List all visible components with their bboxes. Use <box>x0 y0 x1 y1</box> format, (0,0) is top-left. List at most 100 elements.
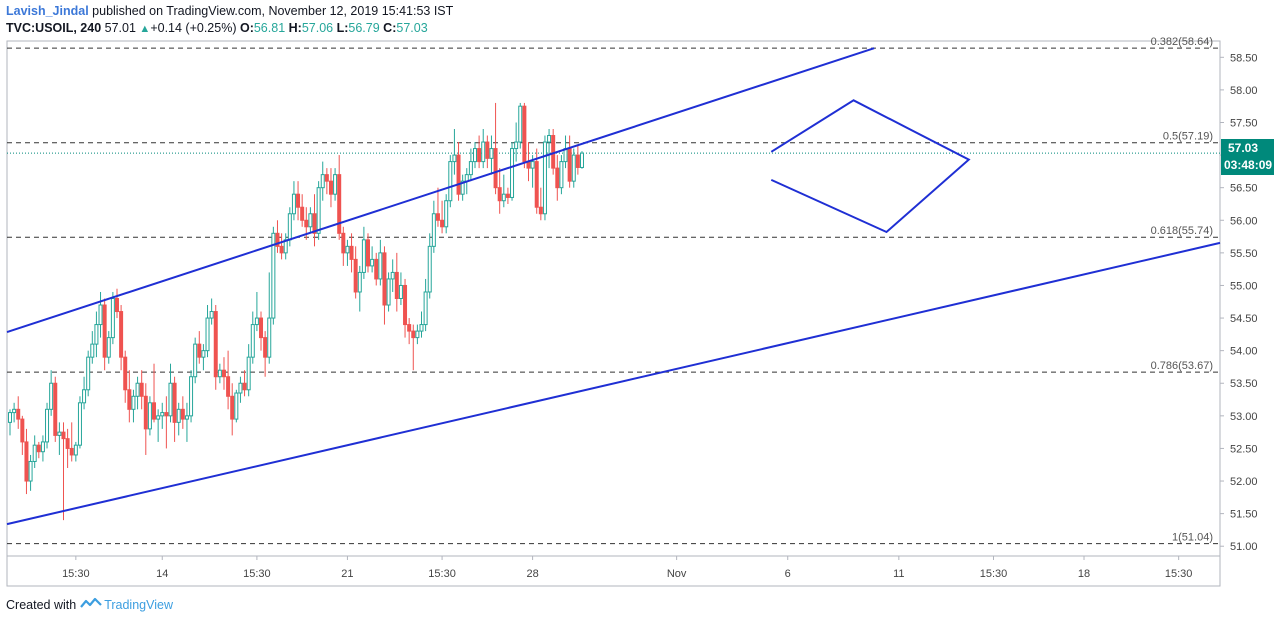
candle <box>308 207 313 234</box>
candle-body <box>152 402 157 420</box>
candle <box>390 259 395 292</box>
candle-body <box>337 174 342 234</box>
candle-body <box>69 447 74 456</box>
candle-body <box>209 311 214 319</box>
candle <box>518 102 523 149</box>
candle <box>73 441 78 462</box>
candle-body <box>114 298 119 313</box>
candle <box>213 305 218 390</box>
candle <box>172 376 177 442</box>
candle-body <box>139 382 144 397</box>
plot-frame <box>6 40 1221 587</box>
candle-body <box>230 395 235 420</box>
close-value: 57.03 <box>396 21 428 35</box>
candle-body <box>53 382 58 436</box>
candle-body <box>119 311 124 358</box>
candle-body <box>333 174 338 195</box>
candle-body <box>571 154 576 182</box>
candle <box>275 220 280 253</box>
time-tick-label: 15:30 <box>428 568 456 580</box>
candle <box>415 324 420 345</box>
price-tick-label: 53.50 <box>1230 378 1258 390</box>
candle <box>119 305 124 371</box>
candle <box>176 402 181 436</box>
candle <box>40 435 45 462</box>
candle-body <box>477 148 482 163</box>
candle <box>143 383 148 455</box>
high-value: 57.06 <box>301 21 334 35</box>
candle-body <box>271 232 276 319</box>
time-tick-label: 15:30 <box>980 568 1008 580</box>
candle-body <box>275 232 280 247</box>
candle-body <box>201 350 206 358</box>
price-badge: 57.03 03:48:09 <box>1221 139 1274 175</box>
candle-body <box>86 356 91 391</box>
candle <box>345 239 350 266</box>
trend-lines[interactable] <box>6 47 1221 526</box>
candle <box>205 305 210 358</box>
candle <box>349 233 354 273</box>
candle-body <box>403 284 408 326</box>
candle <box>575 145 580 175</box>
fib-retracement[interactable]: 0.382(58.64) 0.5(57.19) 0.618(55.74) 0.786(… <box>7 36 1220 545</box>
candle-body <box>238 382 243 394</box>
candles <box>8 102 584 521</box>
fib-level-label: 0.382(58.64) <box>1151 36 1213 48</box>
price-tick-label: 58.50 <box>1230 52 1258 64</box>
candle <box>341 226 346 266</box>
candle <box>423 278 428 332</box>
candle-body <box>324 174 329 182</box>
candle-body <box>127 389 132 410</box>
candle-body <box>456 154 461 195</box>
arrow-up-icon: ▲ <box>139 23 151 35</box>
candle <box>8 409 12 436</box>
candle <box>20 415 25 455</box>
price-tick-label: 51.00 <box>1230 541 1258 553</box>
candle <box>353 246 358 299</box>
candle <box>53 376 58 442</box>
candle <box>94 311 99 358</box>
publish-info: Lavish_Jindal published on TradingView.c… <box>6 4 453 18</box>
candle <box>559 155 564 195</box>
candle-body <box>423 291 428 326</box>
candle <box>320 161 325 201</box>
candle-body <box>90 343 95 358</box>
time-tick-label: 11 <box>893 568 904 580</box>
time-tick-label: 15:30 <box>62 568 90 580</box>
candle <box>370 246 375 273</box>
candle <box>514 122 519 162</box>
candle <box>201 344 206 371</box>
price-tick-label: 55.00 <box>1230 280 1258 292</box>
candle-body <box>242 382 247 391</box>
tradingview-link[interactable]: TradingView <box>104 597 173 612</box>
candle <box>382 246 387 325</box>
candle-body <box>501 193 506 202</box>
candle <box>209 298 214 325</box>
candle <box>300 194 305 227</box>
candle-body <box>73 444 78 456</box>
candle-body <box>164 412 169 417</box>
price-tick-label: 55.50 <box>1230 248 1258 260</box>
candle-body <box>168 382 173 417</box>
candle-body <box>489 148 494 159</box>
last-price: 57.01 <box>104 21 136 35</box>
channel-lower-line <box>6 241 1221 526</box>
time-axis[interactable]: 15:30 14 15:30 21 15:30 28 Nov 6 11 15:30 18 15:30 <box>62 556 1192 580</box>
candle <box>333 168 338 201</box>
candle-body <box>102 304 107 358</box>
fib-level-label: 0.618(55.74) <box>1151 225 1213 237</box>
price-axis[interactable]: 51.00 51.50 52.00 52.50 53.00 53.50 54.00 54.50… <box>1220 52 1258 553</box>
candle-body <box>28 460 33 482</box>
price-tick-label: 54.50 <box>1230 313 1258 325</box>
candle-body <box>505 193 510 198</box>
author-name[interactable]: Lavish_Jindal <box>6 4 89 18</box>
price-tick-label: 52.00 <box>1230 476 1258 488</box>
candle-body <box>370 258 375 267</box>
candle-body <box>94 324 99 345</box>
price-tick-label: 58.00 <box>1230 85 1258 97</box>
candle <box>61 422 66 521</box>
candle-body <box>57 431 62 436</box>
candle-body <box>559 161 564 189</box>
time-tick-label: 15:30 <box>1165 568 1193 580</box>
